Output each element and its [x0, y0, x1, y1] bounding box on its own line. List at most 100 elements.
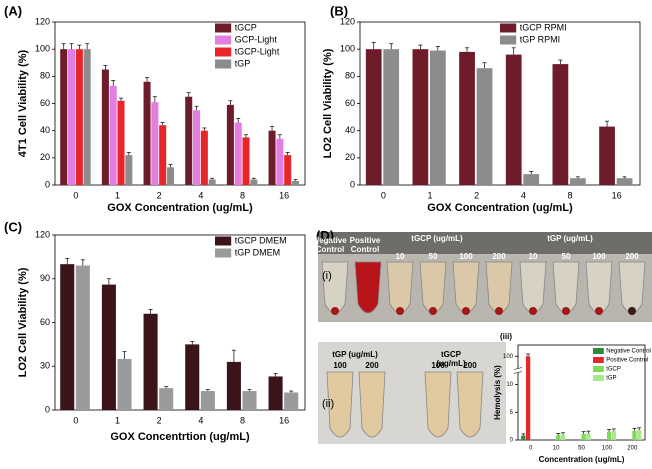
x-axis-label: GOX Concentration (ug/mL)	[427, 202, 573, 214]
error-bar	[465, 47, 470, 52]
y-tick-label: 40	[345, 125, 355, 135]
bar	[523, 174, 540, 185]
bar	[117, 358, 132, 410]
legend-label: tGP	[235, 58, 251, 68]
error-bar	[186, 92, 191, 97]
error-bar	[164, 386, 169, 389]
error-bar	[126, 152, 131, 156]
bar	[581, 433, 586, 440]
bar	[268, 130, 276, 185]
axis-break	[513, 367, 523, 370]
x-axis-label: GOX Concentration (ug/mL)	[107, 202, 253, 214]
tube	[419, 261, 447, 314]
photo-text: 50	[561, 252, 571, 261]
x-tick-label: 4	[521, 190, 526, 200]
legend-label: GCP-Light	[235, 34, 278, 44]
tube	[326, 371, 354, 438]
legend-swatch	[215, 236, 232, 246]
error-bar	[529, 171, 534, 175]
bar	[412, 49, 429, 185]
tube	[358, 371, 386, 438]
bar	[632, 430, 637, 440]
legend-swatch	[215, 59, 232, 69]
legend-swatch	[593, 366, 604, 372]
pellet	[529, 307, 537, 315]
bar	[291, 180, 300, 185]
error-bar	[69, 43, 74, 50]
pellet	[396, 307, 404, 315]
legend-swatch	[593, 357, 604, 363]
tube	[618, 261, 646, 314]
error-bar	[526, 353, 531, 357]
y-tick-label: 0	[45, 179, 50, 189]
y-tick-label: 20	[40, 152, 50, 162]
legend-label: tGCP RPMI	[520, 22, 567, 32]
photo-text: 200	[463, 361, 477, 370]
y-tick-label: 120	[340, 16, 355, 26]
legend-swatch	[215, 23, 232, 33]
bar	[60, 49, 68, 185]
bar	[637, 430, 642, 440]
photo-text: 100	[592, 252, 606, 261]
bar	[242, 391, 257, 410]
bar	[505, 54, 522, 185]
x-tick-label: 8	[240, 190, 245, 200]
photo-text: tGP (ug/mL)	[547, 234, 593, 243]
panel-label: (A)	[4, 3, 22, 18]
error-bar	[247, 389, 252, 392]
error-bar	[285, 152, 290, 156]
x-tick-label: 0	[73, 415, 78, 425]
x-tick-label: 2	[474, 190, 479, 200]
bar	[521, 435, 526, 440]
photo-text: 200	[492, 252, 506, 261]
bar	[143, 313, 158, 410]
bar	[109, 85, 117, 185]
legend-label: Negative Control	[606, 349, 651, 355]
bar	[599, 126, 615, 185]
y-tick-label: 100	[503, 354, 514, 360]
bar	[83, 49, 91, 185]
pellet	[429, 307, 437, 315]
error-bar	[228, 100, 233, 105]
plot-frame	[54, 234, 306, 411]
y-axis-label: LO2 Cell Viability (%)	[17, 267, 29, 377]
y-tick-label: 80	[345, 71, 355, 81]
bar	[117, 100, 125, 185]
bar	[586, 433, 591, 440]
y-axis-label: Hemolysis (%)	[493, 365, 502, 420]
bar	[101, 69, 109, 185]
error-bar	[194, 105, 199, 111]
photo-text: 200	[625, 252, 639, 261]
bar	[234, 122, 242, 185]
bar	[68, 49, 76, 185]
y-tick-label: 30	[40, 361, 50, 371]
bar	[476, 68, 493, 185]
error-bar	[168, 164, 173, 168]
bar	[208, 179, 216, 185]
legend-swatch	[215, 47, 232, 57]
bar	[525, 356, 531, 440]
bar	[430, 50, 446, 186]
axis-break	[515, 368, 521, 373]
photo-text: 10	[528, 252, 538, 261]
error-bar	[273, 373, 278, 377]
y-tick-label: 100	[340, 44, 355, 54]
legend-label: tGCP DMEM	[235, 235, 287, 245]
legend-swatch	[215, 248, 232, 258]
tube	[386, 261, 414, 314]
photo-text: 100	[459, 252, 473, 261]
bar	[552, 64, 569, 185]
x-tick-label: 16	[279, 190, 289, 200]
legend-swatch	[500, 23, 517, 33]
bar	[560, 434, 566, 440]
tube	[585, 261, 613, 314]
y-tick-label: 0	[45, 404, 50, 414]
y-tick-label: 5	[510, 410, 514, 416]
error-bar	[236, 118, 241, 123]
error-bar	[122, 351, 127, 359]
error-bar	[556, 433, 561, 436]
error-bar	[270, 126, 275, 131]
y-axis-label: LO2 Cell Viability (%)	[322, 48, 334, 158]
error-bar	[575, 176, 580, 179]
error-bar	[145, 77, 150, 82]
